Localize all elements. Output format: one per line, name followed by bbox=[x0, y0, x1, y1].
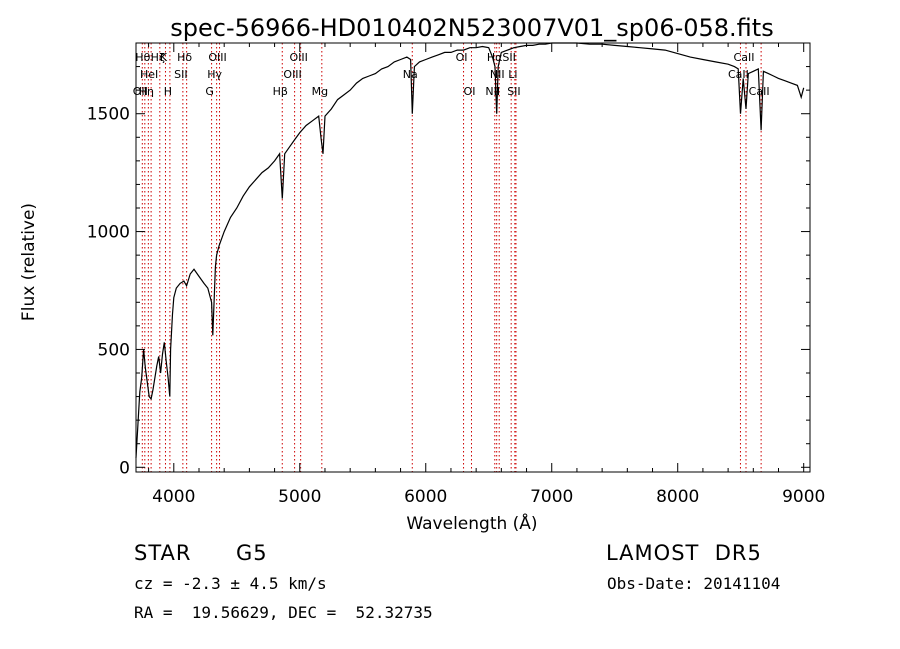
object-subclass: G5 bbox=[236, 541, 268, 565]
coordinates-text: RA = 19.56629, DEC = 52.32735 bbox=[134, 603, 433, 622]
line-label: SII bbox=[502, 51, 515, 64]
plot-frame bbox=[135, 42, 811, 473]
chart-title: spec-56966-HD010402N523007V01_sp06-058.f… bbox=[170, 14, 773, 42]
y-axis-label: Flux (relative) bbox=[19, 203, 39, 321]
x-tick-label: 8000 bbox=[656, 487, 699, 507]
line-label: NII bbox=[490, 68, 505, 81]
object-class: STAR bbox=[134, 541, 192, 565]
line-label: Hθ bbox=[135, 51, 150, 64]
line-label: Li bbox=[508, 68, 517, 81]
redshift-text: cz = -2.3 ± 4.5 km/s bbox=[134, 574, 327, 593]
line-label: K bbox=[160, 51, 168, 64]
line-label: OIII bbox=[289, 51, 307, 64]
line-label: HeI bbox=[140, 68, 158, 81]
x-tick-label: 9000 bbox=[782, 487, 825, 507]
x-tick-label: 6000 bbox=[404, 487, 447, 507]
x-axis-ticks: 4000 5000 6000 7000 8000 9000 bbox=[148, 43, 825, 507]
survey-name: LAMOST DR5 bbox=[606, 541, 762, 565]
y-tick-label: 500 bbox=[98, 340, 130, 360]
y-tick-label: 0 bbox=[119, 458, 130, 478]
line-label: SII bbox=[507, 85, 520, 98]
y-tick-label: 1500 bbox=[87, 105, 130, 125]
line-label: G bbox=[205, 85, 214, 98]
line-label: Hη bbox=[139, 85, 154, 98]
line-label: Hδ bbox=[177, 51, 192, 64]
x-tick-label: 4000 bbox=[152, 487, 195, 507]
line-label: H bbox=[164, 85, 172, 98]
x-tick-label: 5000 bbox=[278, 487, 321, 507]
line-label: Na bbox=[403, 68, 418, 81]
line-label: OII bbox=[133, 85, 148, 98]
line-label: OIII bbox=[208, 51, 226, 64]
x-axis-label: Wavelength (Å) bbox=[406, 512, 537, 534]
line-label: Hγ bbox=[207, 68, 222, 81]
spectral-line-markers bbox=[141, 43, 762, 472]
line-label: CaII bbox=[734, 51, 755, 64]
y-axis-ticks: 0 500 1000 1500 bbox=[87, 66, 810, 478]
line-label: OIII bbox=[283, 68, 301, 81]
line-label: OI bbox=[456, 51, 468, 64]
line-label: Hζ bbox=[151, 51, 165, 64]
line-label: SII bbox=[174, 68, 187, 81]
observation-date: Obs-Date: 20141104 bbox=[607, 574, 781, 593]
line-label: OI bbox=[464, 85, 476, 98]
spectrum-line bbox=[135, 42, 805, 458]
spectral-line-labels: OIIHθHηHeIHζKHSIIHδGHγOIIIHβOIIIOIIIMgNa… bbox=[133, 51, 770, 98]
y-tick-label: 1000 bbox=[87, 223, 130, 243]
line-label: Hβ bbox=[273, 85, 288, 98]
line-label: Mg bbox=[312, 85, 328, 98]
x-tick-label: 7000 bbox=[530, 487, 573, 507]
